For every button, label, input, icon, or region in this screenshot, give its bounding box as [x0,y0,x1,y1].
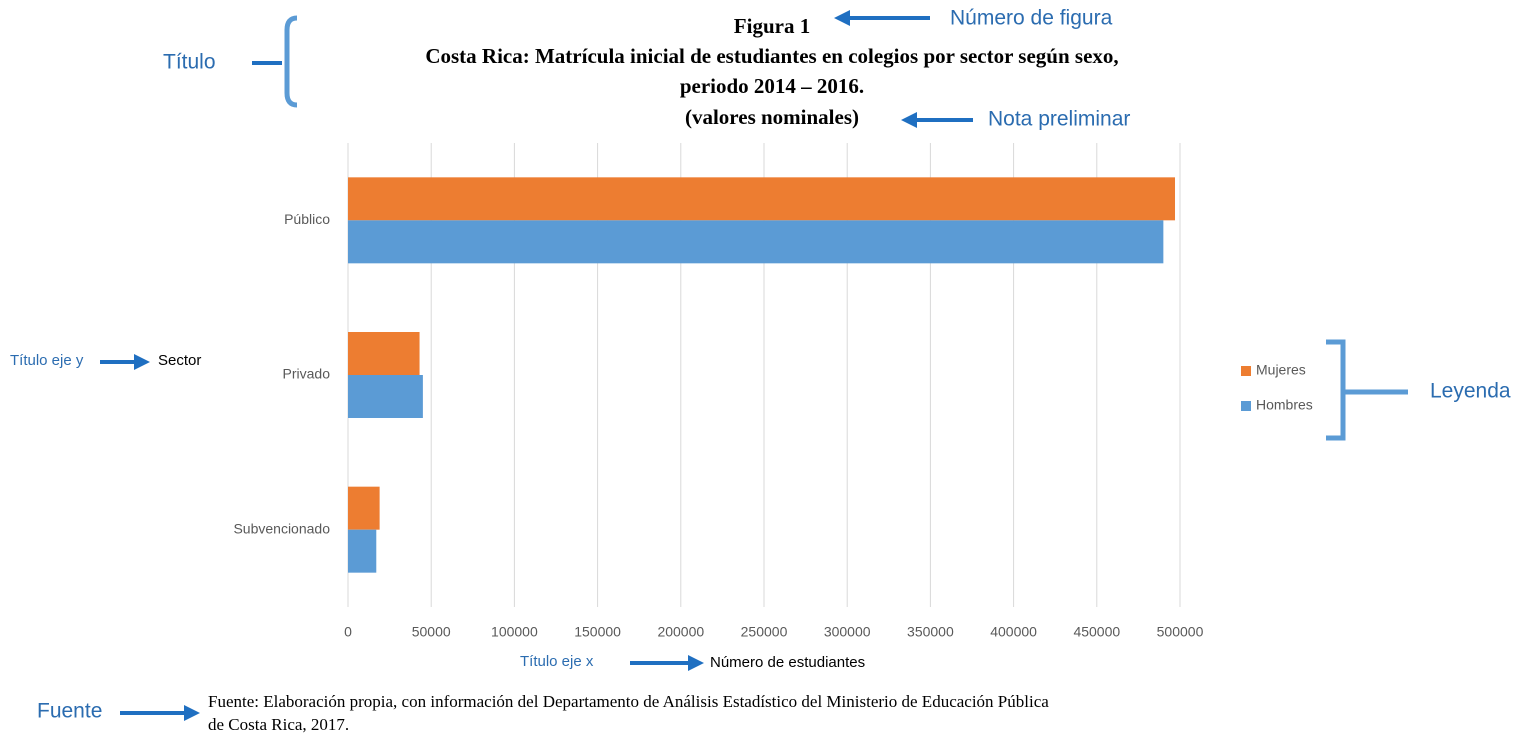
legend-label: Mujeres [1256,362,1306,378]
y-tick-label: Público [284,211,330,227]
x-tick-label: 300000 [824,624,871,640]
annotation: Número de figura [950,7,1113,30]
x-tick-label: 500000 [1157,624,1204,640]
bar [348,375,423,418]
bracket [1326,339,1408,441]
figure-number: Figura 1 [734,14,810,38]
x-axis-title: Número de estudiantes [710,654,865,671]
chart-title: Costa Rica: Matrícula inicial de estudia… [425,44,1118,68]
annotation: Título eje y [10,352,84,369]
bar [348,177,1176,221]
legend-swatch [1241,366,1251,376]
annotation: Leyenda [1430,380,1511,403]
annotation: Título eje x [520,653,594,670]
x-tick-label: 200000 [657,624,704,640]
x-tick-label: 0 [344,624,352,640]
x-tick-label: 50000 [412,624,451,640]
legend-swatch [1241,401,1251,411]
x-tick-label: 250000 [741,624,788,640]
legend-label: Hombres [1256,397,1313,413]
chart-note: (valores nominales) [685,105,859,129]
x-tick-label: 350000 [907,624,954,640]
source: de Costa Rica, 2017. [208,715,349,734]
x-tick-label: 100000 [491,624,538,640]
bar [348,529,377,573]
annotation: Fuente [37,700,102,723]
bar [348,332,420,375]
y-tick-label: Privado [283,366,331,382]
bracket [284,15,298,108]
x-tick-label: 150000 [574,624,621,640]
bar [348,220,1164,264]
annotation: Nota preliminar [988,108,1130,131]
bar [348,486,380,530]
y-tick-label: Subvencionado [233,520,330,536]
source: Fuente: Elaboración propia, con informac… [208,692,1049,711]
x-tick-label: 450000 [1073,624,1120,640]
y-axis-title: Sector [158,352,201,369]
annotation: Título [163,51,216,74]
chart-subtitle: periodo 2014 – 2016. [680,74,864,98]
x-tick-label: 400000 [990,624,1037,640]
